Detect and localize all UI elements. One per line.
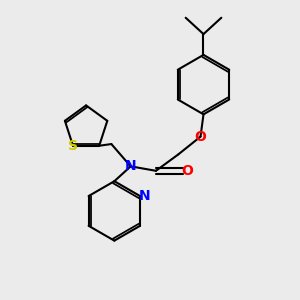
Text: O: O: [181, 164, 193, 178]
Text: O: O: [195, 130, 206, 144]
Text: N: N: [139, 189, 150, 203]
Text: N: N: [125, 159, 136, 173]
Text: S: S: [68, 139, 78, 153]
